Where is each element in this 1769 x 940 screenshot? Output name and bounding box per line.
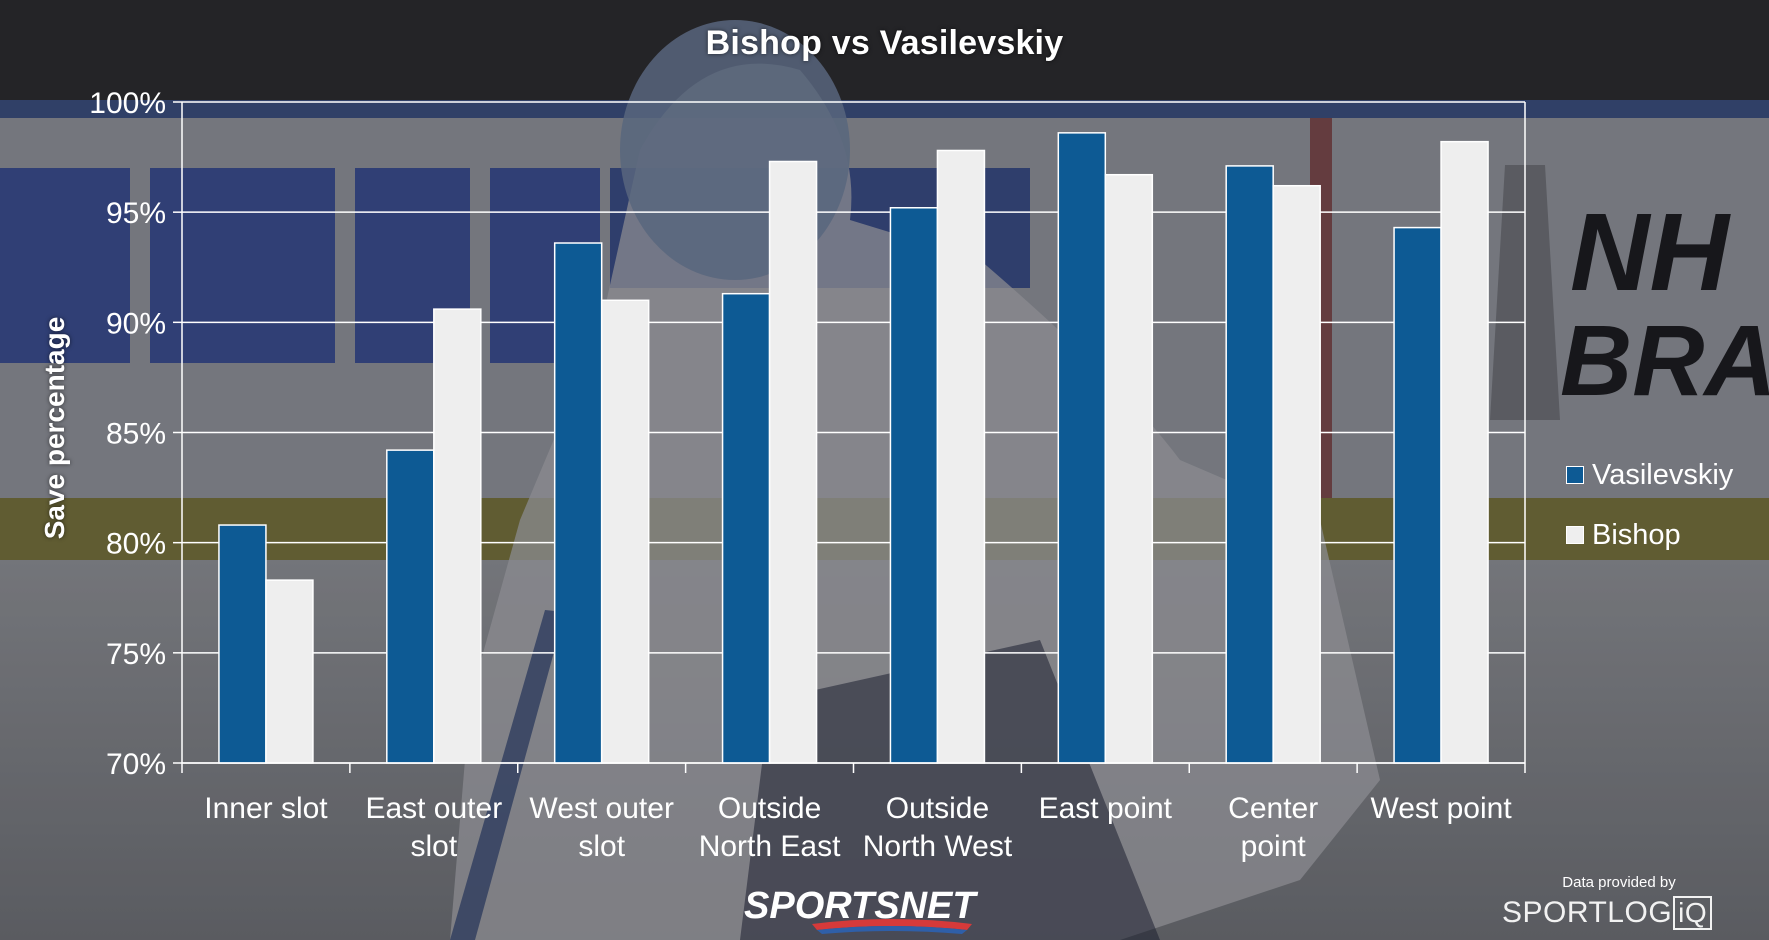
- bar-vasilevskiy-2: [553, 242, 603, 764]
- x-tick-label-line: East point: [1039, 792, 1173, 825]
- legend-item-vasilevskiy: Vasilevskiy: [1566, 458, 1733, 492]
- bar-vasilevskiy-0: [218, 524, 267, 764]
- bar-bishop-0: [265, 579, 314, 764]
- y-tick-label: 75%: [106, 638, 166, 671]
- legend-swatch-vasilevskiy: [1566, 466, 1584, 484]
- y-tick-label: 80%: [106, 528, 166, 561]
- legend-item-bishop: Bishop: [1566, 518, 1733, 552]
- bar-bishop-7: [1440, 140, 1489, 764]
- x-tick-label: West outer slot: [529, 792, 674, 863]
- bar-bishop-2: [600, 299, 650, 764]
- x-tick-label-line: West outer: [529, 792, 674, 825]
- legend-label-bishop: Bishop: [1592, 518, 1681, 551]
- bar-bishop-1: [433, 308, 482, 764]
- x-tick-label: Center point: [1228, 792, 1318, 863]
- bar-bishop-4: [936, 149, 986, 764]
- bar-vasilevskiy-7: [1393, 226, 1442, 764]
- y-tick-label: 70%: [106, 748, 166, 781]
- bar-vasilevskiy-3: [721, 292, 771, 764]
- y-tick-label: 90%: [106, 307, 166, 340]
- x-tick-label: West point: [1370, 792, 1512, 825]
- x-tick-label-line: North East: [699, 830, 841, 863]
- bar-vasilevskiy-5: [1057, 132, 1107, 764]
- x-tick-label-line: East outer: [365, 792, 502, 825]
- x-tick-label: East point: [1039, 792, 1173, 825]
- x-tick-label-line: Outside: [718, 792, 821, 825]
- x-tick-label-line: Inner slot: [204, 792, 328, 825]
- bar-vasilevskiy-1: [386, 449, 435, 764]
- x-tick-label-line: Outside: [886, 792, 989, 825]
- x-tick-label-line: slot: [578, 830, 625, 863]
- x-tick-label-line: North West: [863, 830, 1013, 863]
- x-tick-label: Outside North West: [863, 792, 1013, 863]
- sportlogiq-wordmark: SPORTLOG: [1502, 896, 1673, 929]
- y-tick-label: 85%: [106, 418, 166, 451]
- sportlogiq-logo: SPORTLOG iQ: [1502, 896, 1713, 930]
- x-tick-label-line: point: [1241, 830, 1307, 863]
- x-tick-label: Outside North East: [699, 792, 841, 863]
- chart-title: Bishop vs Vasilevskiy: [705, 24, 1064, 62]
- legend: Vasilevskiy Bishop: [1566, 458, 1733, 578]
- svg-text:BRA: BRA: [1560, 305, 1769, 417]
- data-credit: Data provided by: [1562, 874, 1676, 891]
- bar-bishop-5: [1104, 173, 1154, 764]
- bar-bishop-3: [768, 160, 818, 764]
- svg-text:NH: NH: [1570, 191, 1731, 314]
- bar-vasilevskiy-6: [1225, 165, 1274, 764]
- y-axis-label: Save percentage: [39, 316, 70, 540]
- bar-bishop-6: [1272, 184, 1321, 764]
- x-tick-label-line: Center: [1228, 792, 1318, 825]
- legend-label-vasilevskiy: Vasilevskiy: [1592, 458, 1734, 491]
- y-tick-label: 95%: [106, 197, 166, 230]
- x-tick-label-line: West point: [1370, 792, 1512, 825]
- sportlogiq-iq-mark: iQ: [1673, 896, 1713, 930]
- x-tick-label-line: slot: [410, 830, 457, 863]
- x-tick-label: Inner slot: [204, 792, 328, 825]
- y-tick-label: 100%: [89, 87, 166, 120]
- bar-vasilevskiy-4: [889, 207, 939, 764]
- sportsnet-logo: SPORTSNET: [744, 885, 978, 934]
- legend-swatch-bishop: [1566, 526, 1584, 544]
- x-tick-label: East outer slot: [365, 792, 502, 863]
